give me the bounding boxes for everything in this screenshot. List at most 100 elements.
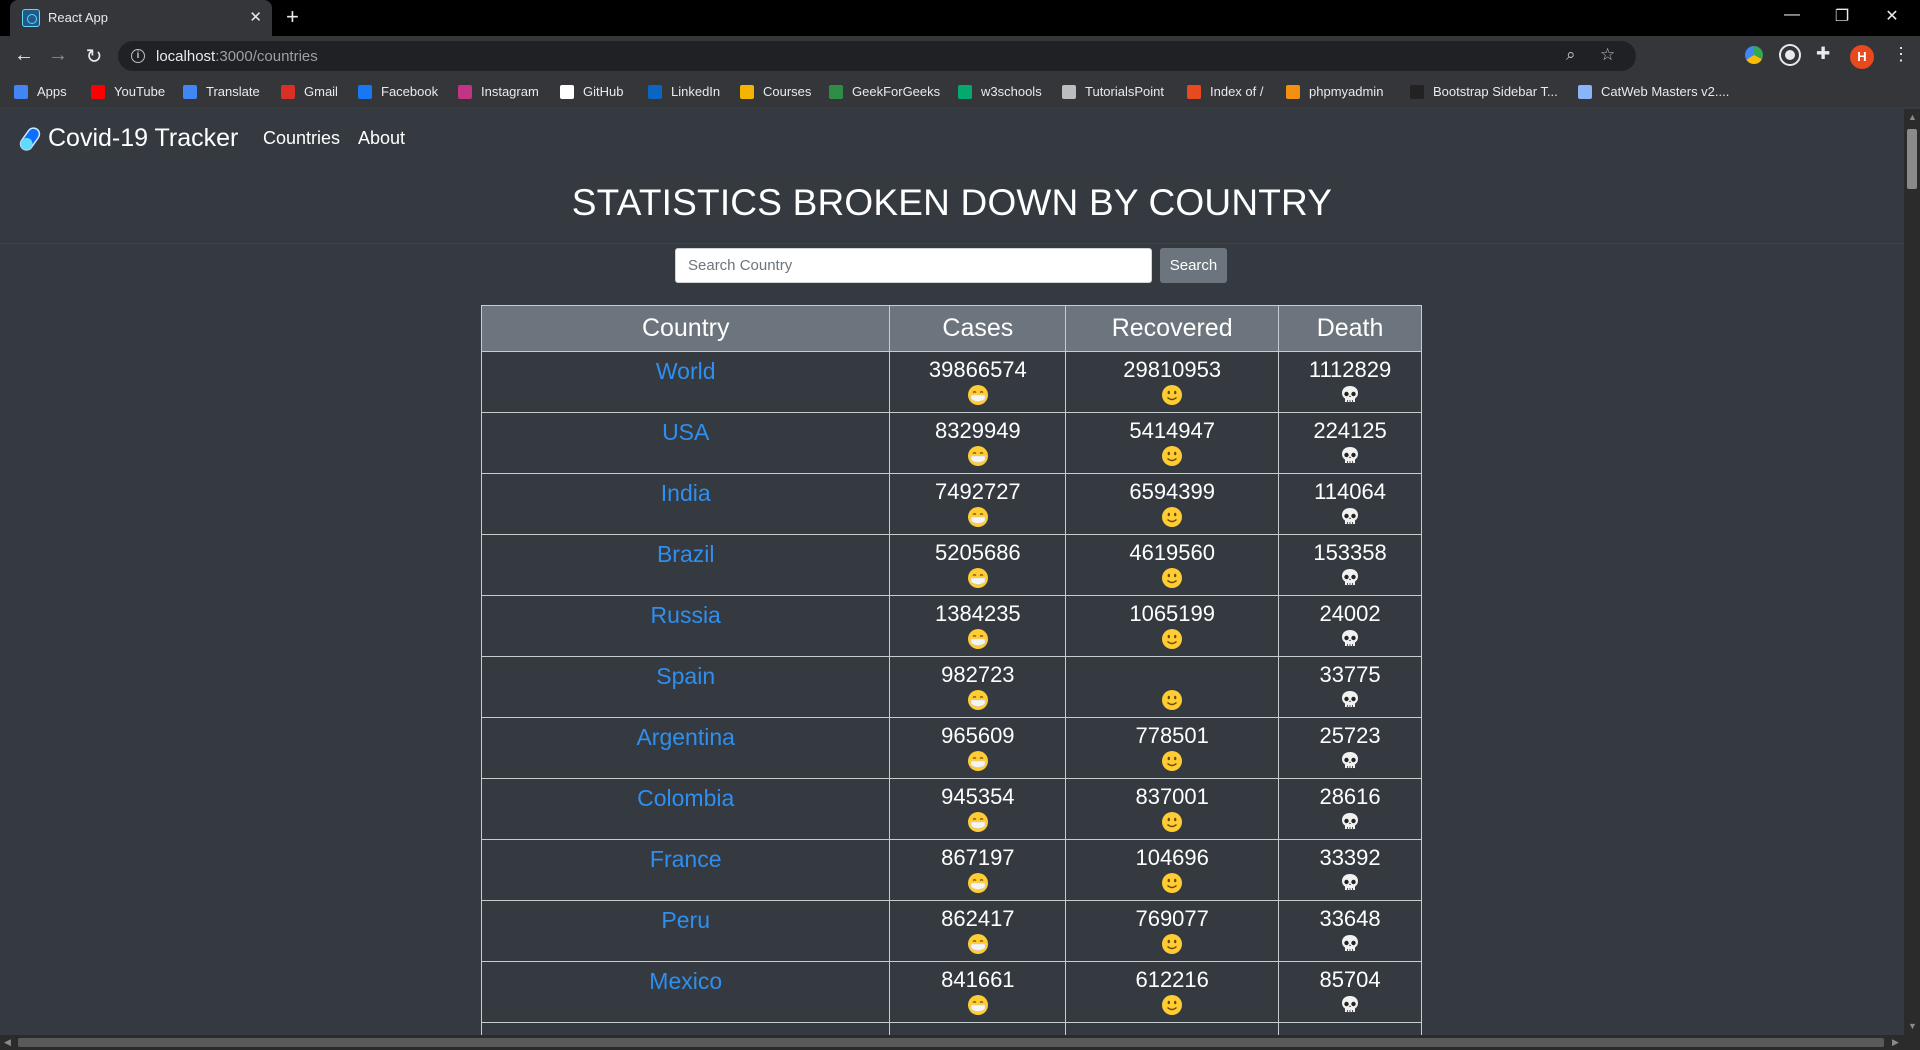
bookmark-github[interactable]: GitHub xyxy=(560,84,623,99)
new-tab-icon[interactable]: + xyxy=(286,4,299,29)
country-link[interactable]: Argentina xyxy=(636,724,735,750)
tab-strip: React App ✕ + — ❐ ✕ xyxy=(0,0,1920,36)
cases-cell: 7492727 xyxy=(889,473,1067,535)
recovered-cell xyxy=(1065,1022,1280,1035)
death-value: 85704 xyxy=(1319,967,1381,992)
bookmark-label: w3schools xyxy=(981,84,1042,99)
smiley-face-icon xyxy=(1162,812,1183,832)
recovered-value: 29810953 xyxy=(1123,357,1222,382)
table-row: Russia 1384235 1065199 24002 xyxy=(480,595,1422,657)
bookmark-apps[interactable]: Apps xyxy=(14,84,67,99)
nav-countries[interactable]: Countries xyxy=(263,128,341,148)
skull-icon xyxy=(1342,630,1359,647)
search-input[interactable] xyxy=(675,248,1152,283)
profile-avatar[interactable]: H xyxy=(1850,45,1874,69)
death-cell: 85704 xyxy=(1278,961,1422,1023)
smiley-face-icon xyxy=(1162,934,1183,954)
vertical-scroll-thumb[interactable] xyxy=(1907,129,1917,189)
cases-value: 5205686 xyxy=(935,540,1021,565)
horizontal-scrollbar[interactable]: ◀ ▶ xyxy=(0,1035,1920,1050)
browser-menu-icon[interactable]: ⋮ xyxy=(1892,44,1910,64)
bookmark-w3schools[interactable]: w3schools xyxy=(958,84,1042,99)
restore-icon[interactable]: ❐ xyxy=(1834,8,1850,25)
brand-title: Covid-19 Tracker xyxy=(48,124,239,152)
address-bar[interactable]: i localhost:3000/countries ⌕ ☆ xyxy=(118,41,1636,71)
vertical-scrollbar[interactable]: ▲ ▼ xyxy=(1904,109,1920,1035)
minimize-icon[interactable]: — xyxy=(1784,6,1800,23)
country-link[interactable]: Spain xyxy=(656,663,716,689)
country-cell: Russia xyxy=(480,595,891,657)
bookmark-phpmyadmin[interactable]: phpmyadmin xyxy=(1286,84,1383,99)
bookmark-facebook[interactable]: Facebook xyxy=(358,84,438,99)
bookmark-gmail[interactable]: Gmail xyxy=(281,84,338,99)
bookmark-translate[interactable]: Translate xyxy=(183,84,260,99)
linkedin-icon xyxy=(648,84,662,99)
brand-link[interactable]: Covid-19 Tracker xyxy=(18,124,238,153)
death-cell xyxy=(1278,1022,1422,1035)
bookmark-catweb-masters-v2[interactable]: CatWeb Masters v2.... xyxy=(1578,84,1729,99)
cases-cell: 867197 xyxy=(889,839,1067,901)
cases-value: 965609 xyxy=(941,723,1015,748)
skull-icon xyxy=(1342,386,1359,403)
bookmark-instagram[interactable]: Instagram xyxy=(458,84,539,99)
masked-face-icon xyxy=(967,568,988,588)
react-favicon-icon xyxy=(22,9,40,27)
scroll-right-icon[interactable]: ▶ xyxy=(1892,1037,1899,1047)
country-cell: Peru xyxy=(480,900,891,962)
masked-face-icon xyxy=(967,507,988,527)
country-link[interactable]: France xyxy=(649,846,722,872)
bookmark-youtube[interactable]: YouTube xyxy=(91,84,165,99)
recovered-value: 778501 xyxy=(1135,723,1209,748)
bookmark-courses[interactable]: Courses xyxy=(740,84,811,99)
back-arrow-icon[interactable]: ← xyxy=(14,44,34,66)
app-page: Covid-19 Tracker Countries About STATIST… xyxy=(0,109,1904,1035)
site-info-icon[interactable]: i xyxy=(131,49,145,63)
scroll-up-icon[interactable]: ▲ xyxy=(1908,112,1917,122)
cases-value: 945354 xyxy=(941,784,1015,809)
bookmark-star-icon[interactable]: ☆ xyxy=(1600,45,1616,64)
close-window-icon[interactable]: ✕ xyxy=(1885,8,1899,25)
country-cell: World xyxy=(480,351,891,413)
bookmark-index-of[interactable]: Index of / xyxy=(1187,84,1263,99)
bookmark-label: Instagram xyxy=(481,84,539,99)
country-link[interactable]: Colombia xyxy=(637,785,735,811)
country-link[interactable]: USA xyxy=(662,419,710,445)
skull-icon xyxy=(1342,996,1359,1013)
bookmark-label: GitHub xyxy=(583,84,624,99)
country-link[interactable]: Mexico xyxy=(649,968,723,994)
death-cell: 153358 xyxy=(1278,534,1422,596)
reload-icon[interactable]: ↻ xyxy=(85,46,103,68)
scroll-left-icon[interactable]: ◀ xyxy=(4,1037,11,1047)
bookmark-tutorialspoint[interactable]: TutorialsPoint xyxy=(1062,84,1164,99)
extension-circle-icon[interactable] xyxy=(1781,46,1799,64)
country-link[interactable]: Brazil xyxy=(656,541,715,567)
scroll-down-icon[interactable]: ▼ xyxy=(1908,1021,1917,1031)
country-cell: India xyxy=(480,473,891,535)
table-header-row: Country Cases Recovered Death xyxy=(480,305,1422,352)
browser-tab[interactable]: React App ✕ xyxy=(10,0,272,36)
country-cell: Colombia xyxy=(480,778,891,840)
forward-arrow-icon[interactable]: → xyxy=(48,44,68,66)
skull-icon xyxy=(1342,752,1359,769)
cases-cell: 1384235 xyxy=(889,595,1067,657)
country-link[interactable]: World xyxy=(655,358,716,384)
bookmark-linkedin[interactable]: LinkedIn xyxy=(648,84,720,99)
table-row: Spain 982723 33775 xyxy=(480,656,1422,718)
cases-cell: 982723 xyxy=(889,656,1067,718)
horizontal-scroll-thumb[interactable] xyxy=(18,1038,1884,1047)
zoom-icon[interactable]: ⌕ xyxy=(1566,45,1576,64)
country-link[interactable]: India xyxy=(660,480,711,506)
bookmark-label: YouTube xyxy=(114,84,166,99)
country-link[interactable]: Peru xyxy=(661,907,710,933)
bookmark-bootstrap-sidebar-t[interactable]: Bootstrap Sidebar T... xyxy=(1410,84,1558,99)
search-button[interactable]: Search xyxy=(1160,248,1227,283)
smiley-face-icon xyxy=(1162,385,1183,405)
gmail-icon xyxy=(281,84,295,99)
nav-about[interactable]: About xyxy=(358,128,406,148)
extensions-puzzle-icon[interactable]: ✚ xyxy=(1816,44,1831,63)
cases-value: 39866574 xyxy=(928,357,1027,382)
extension-colorful-icon[interactable] xyxy=(1745,46,1763,64)
country-link[interactable]: Russia xyxy=(650,602,721,628)
bookmark-geekforgeeks[interactable]: GeekForGeeks xyxy=(829,84,940,99)
close-tab-icon[interactable]: ✕ xyxy=(249,9,262,26)
